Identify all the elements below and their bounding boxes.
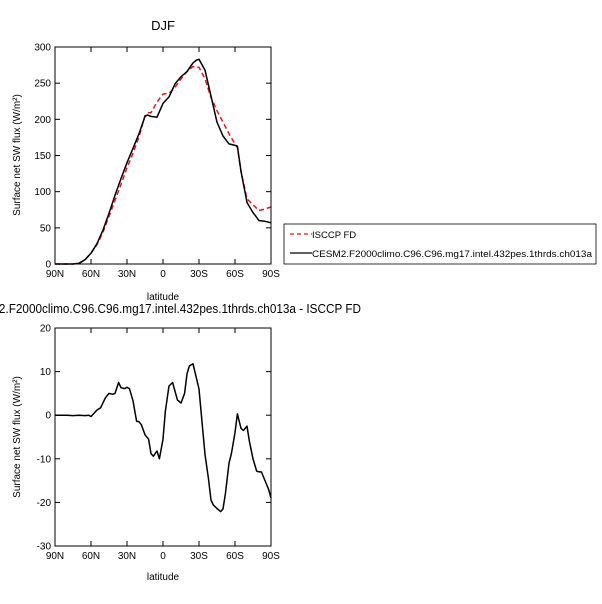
- top-y-tick-label: 100: [34, 187, 51, 198]
- top-y-tick-label: 50: [40, 223, 52, 234]
- top-x-tick-label: 0: [160, 269, 166, 280]
- bottom-plot-area: 90N 60N 30N 0 30S 60S 90S -30 -20 -10 0 10 20: [37, 324, 281, 563]
- bottom-y-tick-label: -30: [37, 542, 52, 553]
- top-x-tick-label: 30S: [190, 269, 208, 280]
- top-chart-title: DJF: [151, 18, 175, 33]
- top-y-tick-label: 0: [45, 260, 51, 271]
- top-x-axis-label: latitude: [147, 292, 180, 303]
- top-series-line-1: [55, 58, 272, 265]
- top-series-line-0: [55, 65, 272, 265]
- legend-label-cesm2: CESM2.F2000climo.C96.C96.mg17.intel.432p…: [312, 249, 593, 260]
- bottom-x-tick-label: 90S: [262, 551, 280, 562]
- top-legend: ISCCP FD CESM2.F2000climo.C96.C96.mg17.i…: [283, 223, 597, 265]
- bottom-chart-title: CESM2.F2000climo.C96.C96.mg17.intel.432p…: [0, 301, 361, 316]
- bottom-y-tick-label: -20: [37, 498, 52, 509]
- bottom-y-tick-label: 20: [40, 324, 52, 335]
- top-x-tick-label: 60S: [226, 269, 244, 280]
- top-y-tick-label: 300: [34, 43, 51, 54]
- bottom-chart: CESM2.F2000climo.C96.C96.mg17.intel.432p…: [0, 301, 361, 583]
- bottom-x-axis-label: latitude: [147, 572, 180, 583]
- bottom-y-tick-label: 10: [40, 367, 52, 378]
- top-chart: DJF 90N 60N 30N 0 30S 60S 90S 0 50 100 150 200 250 30…: [12, 18, 597, 303]
- top-y-tick-label: 150: [34, 151, 51, 162]
- top-y-axis-label: Surface net SW flux (W/m²): [12, 94, 23, 216]
- bottom-x-tick-label: 0: [160, 551, 166, 562]
- bottom-y-tick-label: -10: [37, 454, 52, 465]
- top-x-tick-label: 90N: [46, 269, 64, 280]
- bottom-series-line-0: [55, 363, 272, 513]
- bottom-x-tick-label: 30S: [190, 551, 208, 562]
- legend-label-isccp: ISCCP FD: [312, 230, 356, 241]
- bottom-x-tick-label: 90N: [46, 551, 64, 562]
- legend-box: [283, 223, 597, 265]
- bottom-x-tick-label: 60S: [226, 551, 244, 562]
- top-x-tick-label: 90S: [262, 269, 280, 280]
- top-plot-frame: [54, 46, 272, 265]
- bottom-x-tick-label: 30N: [118, 551, 136, 562]
- bottom-y-axis-label: Surface net SW flux (W/m²): [12, 376, 23, 498]
- top-x-tick-label: 60N: [82, 269, 100, 280]
- top-y-tick-label: 250: [34, 79, 51, 90]
- top-y-tick-label: 200: [34, 115, 51, 126]
- bottom-plot-frame: [54, 327, 272, 547]
- bottom-y-tick-label: 0: [45, 411, 51, 422]
- bottom-x-tick-label: 60N: [82, 551, 100, 562]
- top-x-tick-label: 30N: [118, 269, 136, 280]
- top-plot-area: 90N 60N 30N 0 30S 60S 90S 0 50 100 150 200 250 300: [34, 43, 280, 281]
